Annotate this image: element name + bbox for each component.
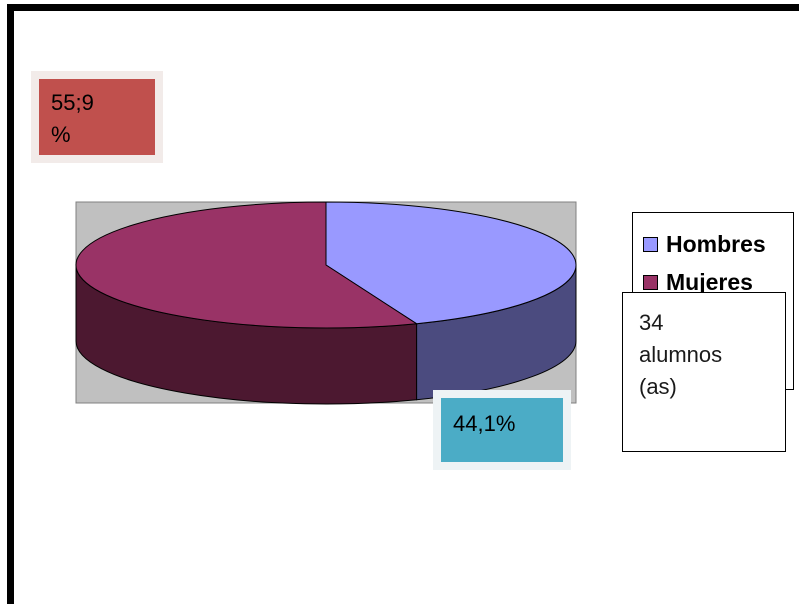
annotation-total-students: 34 alumnos (as) — [622, 292, 786, 452]
legend-item-hombres: Hombres — [643, 231, 766, 258]
legend-label-mujeres: Mujeres — [666, 269, 753, 295]
chart-frame — [7, 4, 799, 604]
pie-slice-mujeres — [75, 201, 419, 329]
data-label-hombres-box: 44,1% — [433, 390, 571, 470]
pie-slice-hombres — [325, 201, 577, 325]
pie-slices — [75, 201, 577, 405]
legend-swatch-mujeres — [643, 275, 658, 290]
legend-item-mujeres: Mujeres — [643, 269, 753, 296]
data-label-mujeres: 55;9 % — [39, 79, 155, 155]
data-label-hombres: 44,1% — [441, 398, 563, 462]
data-label-mujeres-box: 55;9 % — [31, 71, 163, 163]
legend-swatch-hombres — [643, 237, 658, 252]
legend-label-hombres: Hombres — [666, 231, 766, 257]
